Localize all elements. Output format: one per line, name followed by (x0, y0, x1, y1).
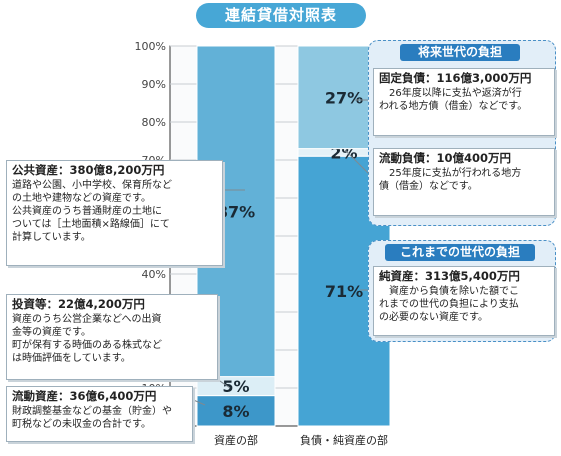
past-burden-title: これまでの世代の負担 (385, 244, 535, 261)
net-assets-note: 純資産：313億5,400万円 資産から負債を除いた額でこ れまでの世代の負担に… (373, 266, 555, 336)
y-tick-label: 40% (142, 268, 166, 281)
x-category-label: 負債・純資産の部 (300, 433, 388, 447)
note-heading: 純資産：313億5,400万円 (379, 269, 520, 283)
note-body: 資産から負債を除いた額でこ れまでの世代の負担により支払 の必要のない資産です。 (379, 286, 519, 323)
current-liabilities-note: 流動負債：10億400万円 25年度に支払が行われる地方 債（借金）などです。 (373, 148, 555, 216)
data-label: 87% (217, 202, 255, 221)
note-heading: 投資等：22億4,200万円 (12, 297, 145, 311)
note-heading: 固定負債：116億3,000万円 (379, 71, 532, 85)
data-label: 71% (325, 282, 363, 301)
data-label: 27% (325, 88, 363, 107)
x-category-label: 資産の部 (214, 433, 258, 447)
future-burden-title: 将来世代の負担 (400, 44, 520, 61)
note-heading: 流動資産：36億6,400万円 (12, 389, 157, 403)
data-label: 8% (222, 402, 249, 421)
note-heading: 公共資産：380億8,200万円 (12, 163, 165, 177)
fixed-liabilities-note: 固定負債：116億3,000万円 26年度以降に支払や返済が行 われる地方債（借… (373, 68, 555, 136)
chart-title: 連結貸借対照表 (196, 3, 366, 28)
note-body: 財政調整基金などの基金（貯金）や 町税などの未収金の合計です。 (12, 406, 172, 430)
investments-note: 投資等：22億4,200万円 資産のうち公営企業などへの出資 金等の資産です。 … (6, 294, 218, 380)
y-tick-label: 100% (135, 40, 166, 53)
note-heading: 流動負債：10億400万円 (379, 151, 512, 165)
note-body: 25年度に支払が行われる地方 債（借金）などです。 (379, 168, 522, 192)
data-label: 5% (222, 377, 249, 396)
note-body: 26年度以降に支払や返済が行 われる地方債（借金）などです。 (379, 88, 528, 112)
current-assets-note: 流動資産：36億6,400万円 財政調整基金などの基金（貯金）や 町税などの未収… (6, 386, 193, 442)
bar-segment (196, 395, 276, 427)
note-body: 道路や公園、小中学校、保育所など の土地や建物などの資産です。 公共資産のうち普… (12, 180, 172, 243)
y-tick-label: 80% (142, 116, 166, 129)
note-body: 資産のうち公営企業などへの出資 金等の資産です。 町が保有する時価のある株式など… (12, 314, 162, 364)
y-tick-label: 90% (142, 78, 166, 91)
public-assets-note: 公共資産：380億8,200万円 道路や公園、小中学校、保育所など の土地や建物… (6, 160, 223, 266)
